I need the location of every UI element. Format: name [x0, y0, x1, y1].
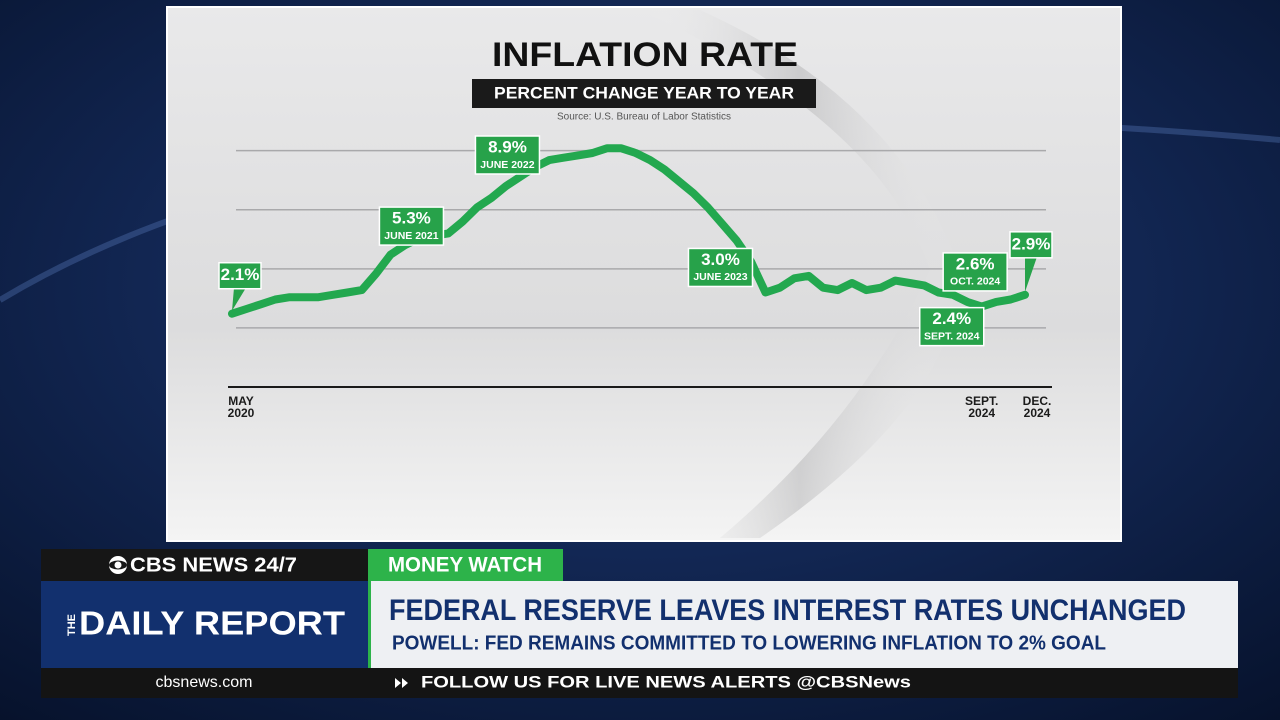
data-label: 2.6% — [956, 254, 995, 273]
callout-box — [474, 135, 541, 175]
callout-box — [378, 206, 445, 246]
segment-name: MONEY WATCH — [388, 554, 542, 577]
data-label: 2.4% — [932, 309, 971, 328]
x-tick-label: MAY 2020 — [227, 394, 255, 420]
show-name: DAILY REPORT — [79, 605, 345, 642]
callout-pointer — [232, 287, 246, 311]
data-label-date: OCT. 2024 — [950, 276, 1000, 288]
network-bar — [41, 549, 368, 581]
cbs-eye-pupil — [114, 561, 122, 569]
panel-sheen — [640, 10, 960, 538]
callout-box — [942, 252, 1008, 292]
show-block — [41, 581, 368, 668]
subhead: POWELL: FED REMAINS COMMITTED TO LOWERIN… — [392, 632, 1106, 654]
data-label: 2.1% — [221, 265, 260, 284]
chart-title: INFLATION RATE — [492, 36, 798, 74]
show-prefix: THE — [66, 614, 78, 636]
subtitle-band — [472, 79, 816, 108]
data-label-date: JUNE 2022 — [480, 159, 534, 171]
ticker-text: FOLLOW US FOR LIVE NEWS ALERTS @CBSNews — [421, 672, 911, 691]
callout-box — [918, 306, 985, 347]
network-name: CBS NEWS 24/7 — [130, 554, 297, 576]
callout-pointer — [1025, 256, 1037, 292]
chart-subtitle: PERCENT CHANGE YEAR TO YEAR — [494, 83, 794, 102]
data-label: 8.9% — [488, 137, 527, 156]
callout-box — [218, 261, 262, 290]
chart-source: Source: U.S. Bureau of Labor Statistics — [557, 112, 731, 123]
line — [228, 144, 1029, 318]
data-label-date: JUNE 2021 — [384, 230, 438, 242]
data-label: 3.0% — [701, 250, 740, 269]
segment-tab — [368, 549, 563, 581]
x-tick-label: DEC. 2024 — [1022, 394, 1052, 420]
ticker-bar — [41, 668, 1238, 698]
data-label-date: SEPT. 2024 — [924, 330, 980, 342]
data-label-date: JUNE 2023 — [693, 271, 747, 283]
green-stripe — [368, 581, 371, 668]
data-label: 5.3% — [392, 209, 431, 228]
callout-box — [687, 247, 754, 288]
x-tick-label: SEPT. 2024 — [965, 394, 999, 420]
headline-panel — [371, 581, 1238, 668]
ticker-arrows — [395, 678, 408, 688]
plot: 2.1% 5.3% JUNE 2021 8.9% JUNE 2022 3.0% JUNE 2… — [218, 135, 1053, 347]
website: cbsnews.com — [156, 674, 253, 691]
callout-box — [1009, 231, 1053, 259]
data-label: 2.9% — [1012, 234, 1051, 253]
headline: FEDERAL RESERVE LEAVES INTEREST RATES UN… — [389, 594, 1186, 627]
